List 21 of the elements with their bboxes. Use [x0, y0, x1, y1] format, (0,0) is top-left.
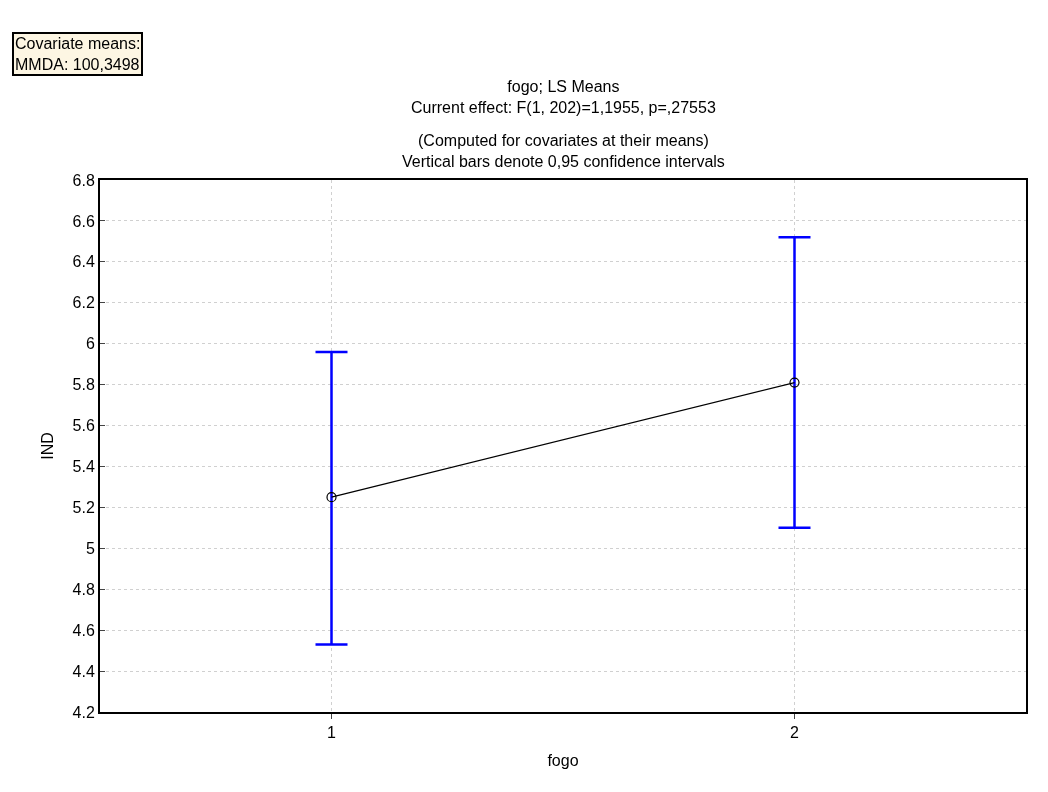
- y-tick-label: 6.6: [72, 212, 95, 230]
- y-tick-label: 6.2: [72, 294, 95, 312]
- y-tick-label: 4.2: [72, 703, 95, 721]
- x-axis-title: fogo: [547, 752, 579, 770]
- x-tick-label: 2: [790, 724, 800, 742]
- y-tick-label: 4.8: [72, 580, 95, 598]
- x-tick-label: 1: [327, 724, 337, 742]
- y-tick-label: 4.4: [72, 662, 95, 680]
- y-tick-label: 5.8: [72, 376, 95, 394]
- chart-title: fogo; LS Means Current effect: F(1, 202)=1,1955, p=,27553: [411, 78, 716, 116]
- y-tick-label: 5.4: [72, 458, 95, 476]
- y-tick-label: 5: [85, 539, 95, 557]
- y-tick-label: 5.2: [72, 498, 95, 516]
- y-tick-label: 6.4: [72, 253, 95, 271]
- y-tick-label: 5.6: [72, 417, 95, 435]
- y-axis-title: IND: [38, 432, 56, 460]
- y-tick-label: 6: [85, 335, 95, 353]
- y-tick-label: 4.6: [72, 621, 95, 639]
- text: Covariate means: MMDA: 100,3498: [15, 35, 141, 73]
- y-tick-label: 6.8: [72, 171, 95, 189]
- chart-subtitle: (Computed for covariates at their means) Vertical bars denote 0,95 confidence intervals: [402, 132, 725, 170]
